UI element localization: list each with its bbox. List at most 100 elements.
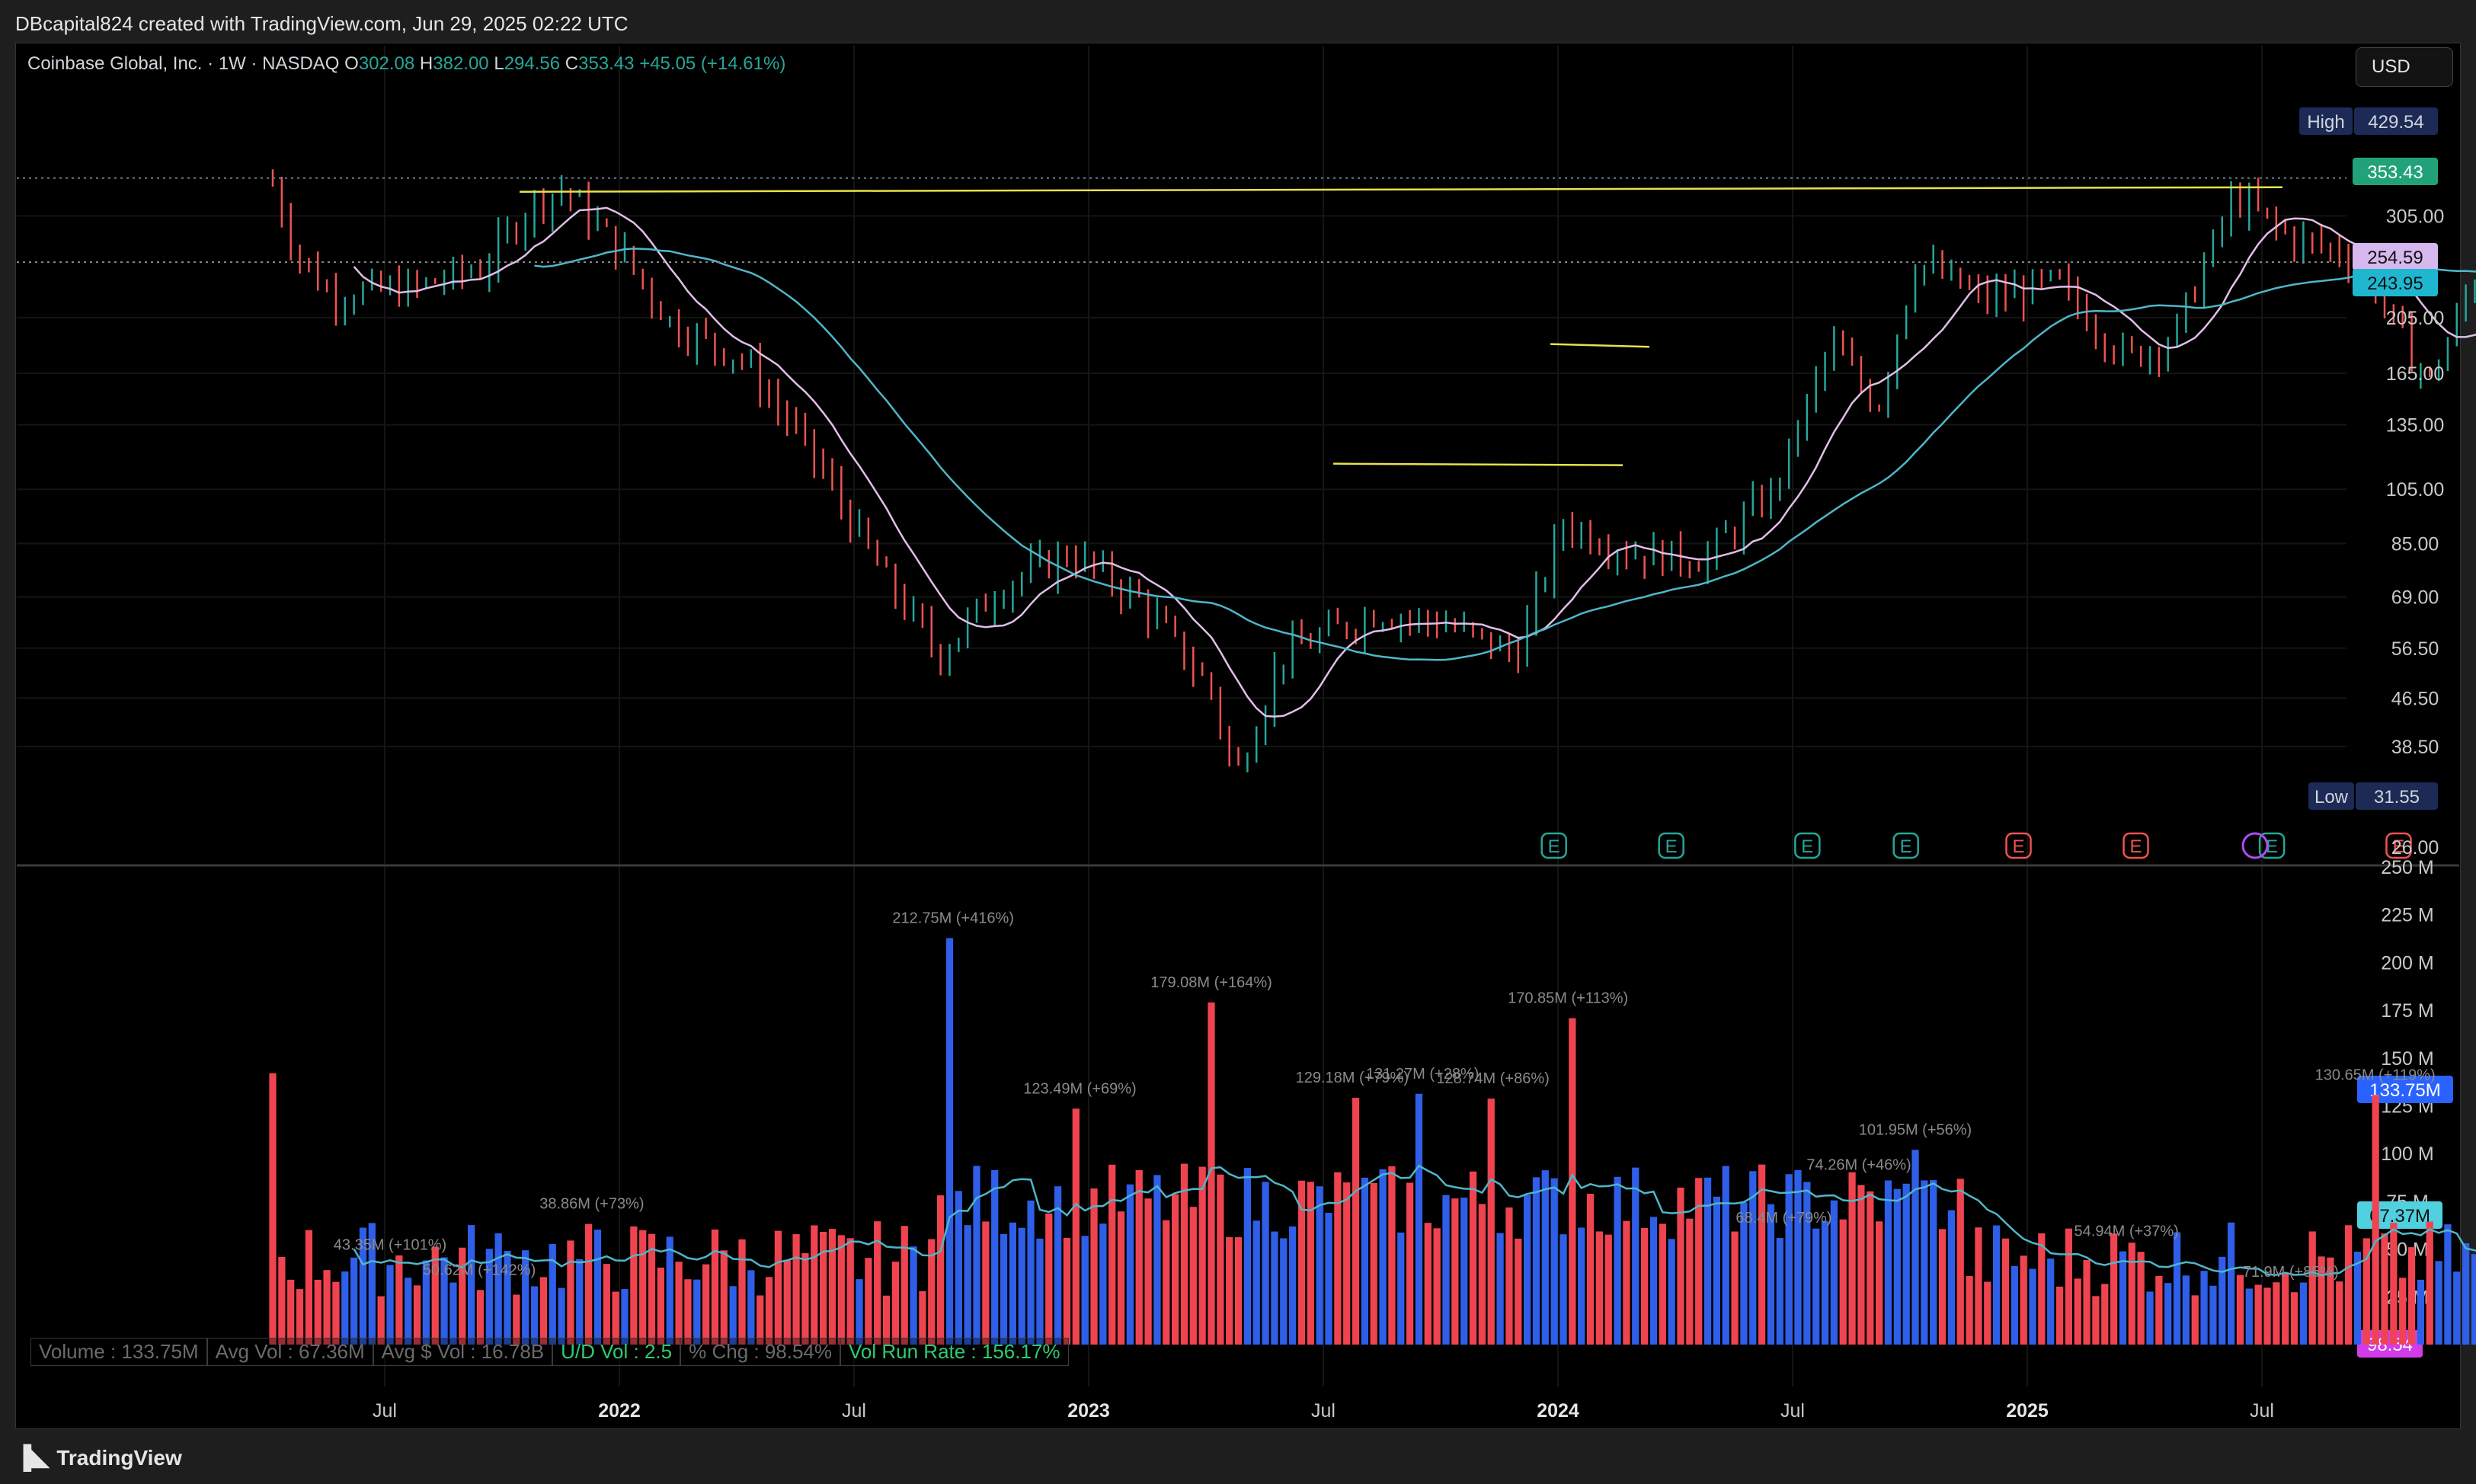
volume-bar: [2318, 1256, 2325, 1345]
resistance-line: [519, 186, 2283, 193]
tradingview-logo-icon: ▐◣: [15, 1445, 50, 1470]
volume-bar: [341, 1271, 349, 1345]
volume-bar: [1000, 1233, 1008, 1345]
volume-annotation: 179.08M (+164%): [1150, 974, 1272, 991]
volume-bar: [1803, 1182, 1811, 1345]
volume-bar: [901, 1226, 908, 1345]
volume-tick-label: 250 M: [2381, 857, 2433, 878]
volume-bar: [1054, 1186, 1062, 1345]
volume-bar: [2381, 1233, 2388, 1345]
volume-tick-label: 175 M: [2381, 1000, 2433, 1022]
footer-bar: [0, 1429, 2476, 1484]
open-label: O: [344, 53, 359, 74]
volume-bar: [1921, 1180, 1928, 1345]
breakout-line: [1332, 462, 1623, 466]
high-label: High: [2307, 112, 2344, 133]
volume-bar: [882, 1295, 891, 1345]
volume-annotation: 38.86M (+73%): [539, 1196, 644, 1213]
volume-annotation: 130.65M (+119%): [2315, 1067, 2436, 1083]
volume-bar: [738, 1239, 746, 1345]
volume-bar: [1153, 1175, 1161, 1345]
volume-bar: [1469, 1171, 1477, 1345]
volume-bar: [494, 1233, 502, 1345]
volume-bar: [1830, 1200, 1838, 1345]
chart-panel[interactable]: [15, 43, 2461, 1429]
volume-bar: [2353, 1252, 2362, 1345]
volume-bar: [1532, 1177, 1540, 1345]
earnings-icon-label: E: [2392, 836, 2404, 857]
volume-bar: [657, 1267, 665, 1345]
volume-annotation: 101.95M (+56%): [1859, 1121, 1972, 1138]
volume-bar: [278, 1256, 286, 1345]
range-line: [1550, 343, 1650, 348]
volume-bar: [702, 1264, 710, 1345]
volume-bar: [1884, 1180, 1892, 1345]
last-price-tag-bg: [2353, 158, 2438, 185]
low-value: 294.56: [504, 53, 561, 74]
volume-annotation: 170.85M (+113%): [1508, 990, 1628, 1007]
time-tick-label: Jul: [373, 1400, 397, 1422]
volume-bar: [648, 1233, 656, 1345]
volume-bar: [1252, 1220, 1260, 1345]
volume-bar: [945, 938, 954, 1345]
stat-ud-vol: U/D Vol : 2.5: [552, 1338, 681, 1366]
volume-bar: [2055, 1286, 2064, 1345]
volume-bar: [1027, 1200, 1035, 1345]
volume-bar: [269, 1073, 277, 1345]
stat-run-rate: Vol Run Rate : 156.17%: [840, 1338, 1069, 1366]
volume-bar: [936, 1195, 945, 1345]
volume-avg-tag: 67.37M: [2369, 1206, 2430, 1227]
volume-bar: [1072, 1108, 1080, 1345]
currency-button[interactable]: USD: [2356, 47, 2453, 87]
volume-bar: [2362, 1238, 2370, 1345]
volume-bar: [2200, 1271, 2208, 1345]
volume-bar: [2263, 1287, 2271, 1345]
volume-bar: [287, 1279, 295, 1345]
volume-bar: [359, 1227, 367, 1345]
volume-bar: [530, 1286, 539, 1345]
volume-bar: [2218, 1256, 2226, 1345]
volume-bar: [2308, 1231, 2316, 1345]
volume-bar: [1911, 1150, 1919, 1345]
volume-bar: [1415, 1093, 1423, 1345]
price-candles: [271, 169, 2476, 772]
volume-bar: [757, 1295, 764, 1345]
volume-bar: [593, 1230, 602, 1345]
volume-bar: [1722, 1166, 1729, 1345]
volume-bar: [1189, 1207, 1197, 1345]
volume-bar: [513, 1294, 520, 1345]
volume-bar: [837, 1235, 845, 1345]
volume-bar: [2047, 1259, 2055, 1345]
volume-bar: [1036, 1238, 1044, 1345]
volume-annotation: 129.18M (+79%): [1296, 1070, 1409, 1086]
time-tick-label: 2023: [1067, 1400, 1110, 1422]
volume-bar: [1262, 1182, 1269, 1345]
volume-bar: [558, 1287, 565, 1345]
volume-bar: [1703, 1177, 1712, 1345]
volume-bar: [314, 1279, 321, 1345]
volume-bar: [2282, 1272, 2289, 1345]
volume-bar: [2137, 1252, 2145, 1345]
volume-bar: [982, 1221, 990, 1345]
volume-bar: [1975, 1227, 1982, 1345]
stat-avg-vol: Avg Vol : 67.36M: [206, 1338, 373, 1366]
volume-bar: [2065, 1228, 2073, 1345]
time-tick-label: 2022: [598, 1400, 641, 1422]
volume-bar: [801, 1252, 809, 1345]
volume-annotation: 123.49M (+69%): [1023, 1080, 1136, 1097]
volume-bar: [1208, 1002, 1215, 1345]
volume-bar: [2209, 1285, 2217, 1345]
earnings-icon-label: E: [2266, 836, 2278, 857]
volume-bar: [991, 1169, 999, 1345]
volume-bar: [1379, 1169, 1387, 1345]
volume-bar: [440, 1257, 448, 1345]
volume-bar: [1785, 1174, 1793, 1345]
volume-bar: [774, 1230, 782, 1345]
tradingview-logo[interactable]: ▐◣ TradingView: [15, 1444, 182, 1471]
volume-bar: [1857, 1185, 1865, 1345]
price-tick-label: 46.50: [2391, 688, 2439, 709]
time-tick-label: Jul: [2250, 1400, 2274, 1422]
volume-bar: [2020, 1255, 2027, 1345]
volume-annotation: 71.9M (+85%): [2243, 1264, 2339, 1281]
